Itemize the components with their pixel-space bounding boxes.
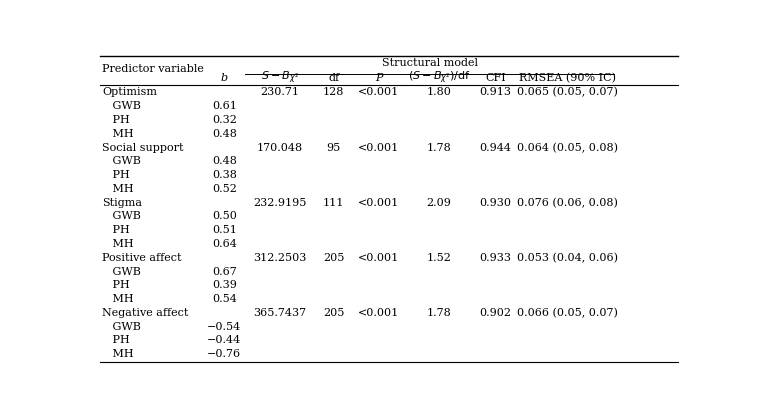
Text: <0.001: <0.001 xyxy=(358,308,399,318)
Text: RMSEA (90% IC): RMSEA (90% IC) xyxy=(519,73,616,83)
Text: 232.9195: 232.9195 xyxy=(254,198,307,208)
Text: <0.001: <0.001 xyxy=(358,88,399,98)
Text: MH: MH xyxy=(102,294,134,304)
Text: 230.71: 230.71 xyxy=(260,88,300,98)
Text: 128: 128 xyxy=(323,88,344,98)
Text: 0.902: 0.902 xyxy=(480,308,512,318)
Text: MH: MH xyxy=(102,129,134,139)
Text: 365.7437: 365.7437 xyxy=(254,308,307,318)
Text: 0.933: 0.933 xyxy=(480,253,512,263)
Text: 0.066 (0.05, 0.07): 0.066 (0.05, 0.07) xyxy=(517,308,618,318)
Text: Predictor variable: Predictor variable xyxy=(102,64,204,74)
Text: Optimism: Optimism xyxy=(102,88,157,98)
Text: 0.67: 0.67 xyxy=(212,266,237,276)
Text: P: P xyxy=(375,73,382,83)
Text: 1.78: 1.78 xyxy=(427,308,451,318)
Text: 0.64: 0.64 xyxy=(212,239,237,249)
Text: −0.76: −0.76 xyxy=(207,349,241,359)
Text: <0.001: <0.001 xyxy=(358,198,399,208)
Text: b: b xyxy=(221,73,228,83)
Text: GWB: GWB xyxy=(102,266,141,276)
Text: PH: PH xyxy=(102,225,130,235)
Text: PH: PH xyxy=(102,115,130,125)
Text: <0.001: <0.001 xyxy=(358,253,399,263)
Text: 0.51: 0.51 xyxy=(212,225,237,235)
Text: PH: PH xyxy=(102,170,130,180)
Text: MH: MH xyxy=(102,349,134,359)
Text: 0.076 (0.06, 0.08): 0.076 (0.06, 0.08) xyxy=(517,198,618,208)
Text: −0.44: −0.44 xyxy=(207,335,241,345)
Text: 0.913: 0.913 xyxy=(480,88,512,98)
Text: MH: MH xyxy=(102,239,134,249)
Text: $(S-B_{\chi^2})$/df: $(S-B_{\chi^2})$/df xyxy=(407,70,471,86)
Text: 0.48: 0.48 xyxy=(212,129,237,139)
Text: 0.54: 0.54 xyxy=(212,294,237,304)
Text: 0.32: 0.32 xyxy=(212,115,237,125)
Text: $S-B_{\chi^2}$: $S-B_{\chi^2}$ xyxy=(261,70,299,86)
Text: df: df xyxy=(328,73,339,83)
Text: 0.50: 0.50 xyxy=(212,211,237,222)
Text: 1.80: 1.80 xyxy=(426,88,451,98)
Text: 1.52: 1.52 xyxy=(426,253,451,263)
Text: Stigma: Stigma xyxy=(102,198,142,208)
Text: 0.065 (0.05, 0.07): 0.065 (0.05, 0.07) xyxy=(517,87,618,98)
Text: 0.053 (0.04, 0.06): 0.053 (0.04, 0.06) xyxy=(517,253,618,263)
Text: Positive affect: Positive affect xyxy=(102,253,182,263)
Text: 205: 205 xyxy=(323,253,344,263)
Text: GWB: GWB xyxy=(102,156,141,166)
Text: 0.930: 0.930 xyxy=(480,198,512,208)
Text: 95: 95 xyxy=(326,143,341,153)
Text: Structural model: Structural model xyxy=(382,58,478,68)
Text: 205: 205 xyxy=(323,308,344,318)
Text: 111: 111 xyxy=(323,198,344,208)
Text: −0.54: −0.54 xyxy=(207,322,241,332)
Text: GWB: GWB xyxy=(102,322,141,332)
Text: CFI: CFI xyxy=(485,73,506,83)
Text: MH: MH xyxy=(102,184,134,194)
Text: 1.78: 1.78 xyxy=(427,143,451,153)
Text: 0.944: 0.944 xyxy=(480,143,512,153)
Text: 0.48: 0.48 xyxy=(212,156,237,166)
Text: 312.2503: 312.2503 xyxy=(254,253,307,263)
Text: 0.38: 0.38 xyxy=(212,170,237,180)
Text: <0.001: <0.001 xyxy=(358,143,399,153)
Text: PH: PH xyxy=(102,280,130,290)
Text: GWB: GWB xyxy=(102,101,141,111)
Text: 2.09: 2.09 xyxy=(426,198,451,208)
Text: Social support: Social support xyxy=(102,143,184,153)
Text: PH: PH xyxy=(102,335,130,345)
Text: 170.048: 170.048 xyxy=(257,143,303,153)
Text: Negative affect: Negative affect xyxy=(102,308,188,318)
Text: 0.61: 0.61 xyxy=(212,101,237,111)
Text: 0.064 (0.05, 0.08): 0.064 (0.05, 0.08) xyxy=(517,142,618,153)
Text: 0.39: 0.39 xyxy=(212,280,237,290)
Text: 0.52: 0.52 xyxy=(212,184,237,194)
Text: GWB: GWB xyxy=(102,211,141,222)
